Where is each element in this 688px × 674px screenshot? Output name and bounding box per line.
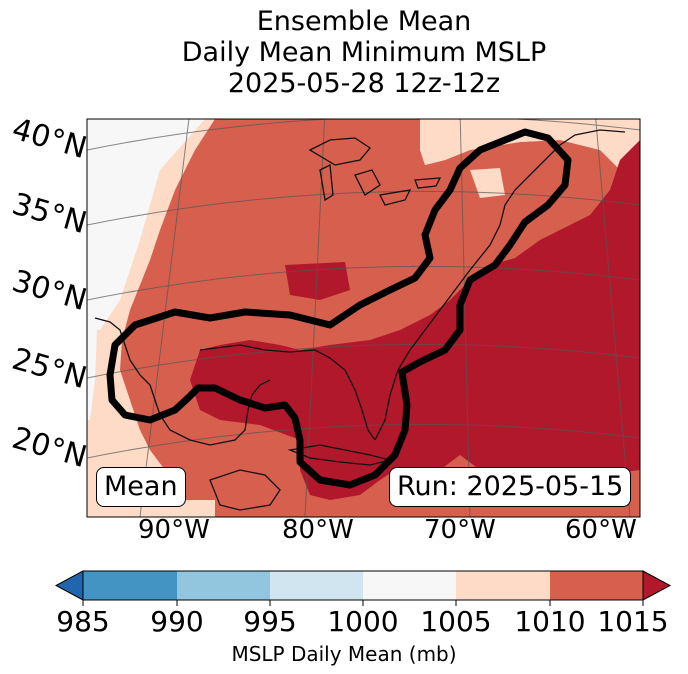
- gridline-35n: [87, 190, 640, 226]
- colorbar-segment-1000-1005: [363, 571, 456, 600]
- lake-erie: [379, 189, 412, 206]
- colorbar-segment-1010-1015: [550, 571, 643, 600]
- colorbar-label: MSLP Daily Mean (mb): [231, 642, 457, 666]
- run-date-box: Run: 2025-05-15: [389, 467, 632, 507]
- mean-label-box: Mean: [96, 467, 186, 507]
- coastline-gulf-west: [94, 317, 271, 446]
- lon-label-60w: 60°W: [565, 515, 637, 545]
- colorbar-segment-985-990: [83, 571, 177, 600]
- colorbar-tick-990: 990: [150, 605, 204, 638]
- title-line-3: 2025-05-28 12z-12z: [227, 68, 501, 99]
- map-title: Ensemble Mean Daily Mean Minimum MSLP 20…: [0, 6, 688, 99]
- mslp-contour: [106, 128, 572, 489]
- map-panel: [87, 119, 640, 517]
- colorbar-tick-1010: 1010: [514, 605, 586, 638]
- colorbar-extend-below: [54, 570, 84, 601]
- coastline-gulf-north: [199, 344, 376, 441]
- colorbar-segment-990-995: [177, 571, 270, 600]
- lon-label-80w: 80°W: [282, 515, 354, 545]
- field-1000-1005-west: [87, 119, 205, 330]
- gridline-70w: [459, 119, 471, 517]
- gridline-60w: [595, 119, 631, 517]
- colorbar-tick-1005: 1005: [420, 605, 492, 638]
- field-above-1015-inland: [285, 262, 350, 300]
- lake-michigan: [319, 163, 334, 202]
- coastlines: [94, 129, 626, 511]
- gridline-30n: [87, 265, 640, 301]
- lon-label-70w: 70°W: [424, 515, 496, 545]
- field-1005-1010-ne-patch: [470, 168, 505, 198]
- gridline-25n: [87, 343, 640, 379]
- colorbar-segment-1005-1010: [456, 571, 550, 600]
- yucatan: [209, 469, 281, 511]
- colorbar-extend-above: [642, 570, 672, 601]
- gridline-20n: [87, 423, 640, 459]
- colorbar-segment-995-1000: [270, 571, 363, 600]
- lake-ontario: [414, 177, 442, 189]
- colorbar-tick-1015: 1015: [597, 605, 669, 638]
- title-line-1: Ensemble Mean: [256, 6, 472, 37]
- gridline-40n: [87, 119, 640, 151]
- field-above-1015: [190, 140, 640, 500]
- colorbar: [54, 570, 672, 606]
- colorbar-ticks: [82, 600, 644, 606]
- colorbar-tick-995: 995: [243, 605, 297, 638]
- title-line-2: Daily Mean Minimum MSLP: [181, 37, 547, 68]
- graticule: [87, 119, 640, 517]
- lake-superior: [308, 137, 371, 166]
- coastline-atlantic: [374, 129, 626, 441]
- map-frame: [86, 118, 641, 518]
- field-1000-1005-southwest: [87, 330, 97, 420]
- lake-huron: [354, 169, 381, 196]
- lon-label-90w: 90°W: [138, 515, 210, 545]
- colorbar-tick-985: 985: [56, 605, 110, 638]
- field-1005-1010-northeast: [420, 119, 640, 165]
- colorbar-tick-1000: 1000: [327, 605, 399, 638]
